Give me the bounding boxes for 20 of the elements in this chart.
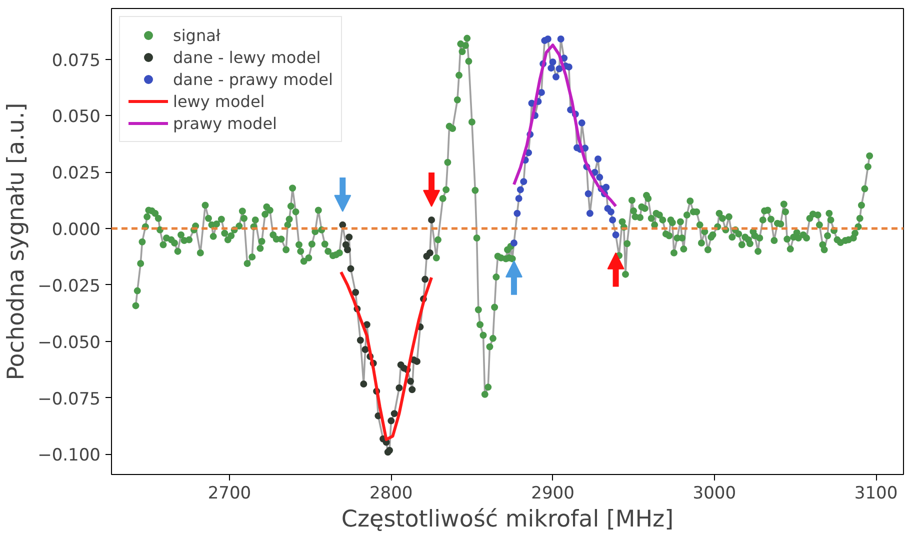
x-tick-label: 2900 [531, 484, 574, 504]
x-axis-title: Częstotliwość mikrofal [MHz] [341, 506, 674, 532]
legend-label: prawy model [173, 114, 277, 132]
y-tick-label: −0.050 [38, 332, 101, 353]
legend-label: signał [173, 26, 220, 44]
y-tick-label: 0.000 [52, 220, 101, 240]
legend-label: dane - lewy model [173, 48, 321, 66]
y-tick-label: −0.100 [38, 446, 101, 466]
y-tick-label: −0.025 [38, 276, 101, 296]
y-tick-label: 0.025 [52, 164, 101, 184]
legend-label: lewy model [173, 92, 265, 110]
x-tick-label: 3000 [692, 484, 736, 504]
y-tick-label: 0.050 [52, 107, 101, 128]
x-tick-label: 2700 [208, 484, 252, 504]
legend-label: dane - prawy model [173, 70, 333, 88]
y-axis-title: Pochodna sygnału [a.u.] [4, 102, 30, 380]
y-tick-label: −0.075 [38, 389, 101, 410]
x-tick-label: 3100 [854, 484, 898, 504]
x-tick-label: 2800 [369, 484, 413, 504]
y-tick-label: 0.075 [52, 50, 101, 71]
